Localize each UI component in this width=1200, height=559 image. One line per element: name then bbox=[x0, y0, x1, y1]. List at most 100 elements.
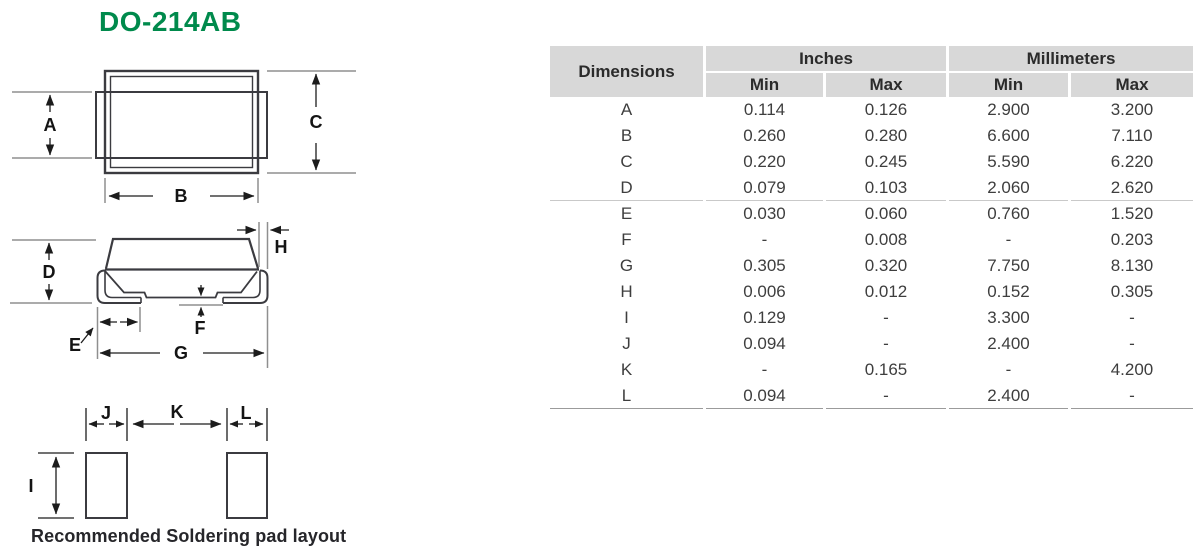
table-cell: 2.060 bbox=[949, 175, 1068, 201]
pad-layout-drawing: J K L I bbox=[28, 402, 268, 519]
table-cell: 0.129 bbox=[743, 308, 786, 327]
table-cell: 2.400 bbox=[949, 383, 1068, 409]
dimension-letter: C bbox=[620, 152, 633, 171]
table-cell: - bbox=[1129, 308, 1135, 327]
dim-label-F: F bbox=[195, 318, 206, 338]
table-cell: - bbox=[761, 360, 768, 379]
table-cell: 2.400 bbox=[987, 334, 1030, 353]
pad-layout-caption: Recommended Soldering pad layout bbox=[31, 526, 347, 546]
table-cell: - bbox=[883, 308, 889, 327]
dim-label-A: A bbox=[44, 115, 57, 135]
table-row: K - 0.165 - 4.200 bbox=[550, 357, 1193, 383]
body-bottom-outline bbox=[104, 270, 258, 299]
solder-pad-left bbox=[85, 452, 128, 519]
dimension-letter: J bbox=[622, 334, 631, 353]
dimension-letter: K bbox=[620, 360, 633, 379]
dimension-letter: D bbox=[550, 175, 703, 201]
table-cell: 0.030 bbox=[743, 204, 786, 223]
table-cell: 6.600 bbox=[987, 126, 1030, 145]
table-cell: 7.750 bbox=[987, 256, 1030, 275]
table-cell: - bbox=[883, 334, 889, 353]
dim-label-J: J bbox=[101, 403, 111, 423]
table-body: A 0.114 0.126 2.900 3.200 B 0.260 0.280 6.600 7.1… bbox=[550, 97, 1193, 409]
table-cell: 0.008 bbox=[864, 230, 908, 249]
dimension-letter: L bbox=[550, 383, 703, 409]
table-cell: 5.590 bbox=[987, 152, 1030, 171]
table-cell: - bbox=[826, 383, 946, 409]
left-lead bbox=[96, 269, 142, 304]
dimension-letter: F bbox=[621, 230, 632, 249]
table-cell: 0.305 bbox=[743, 256, 786, 275]
table-cell: 0.126 bbox=[864, 100, 908, 119]
dimension-letter: B bbox=[620, 126, 633, 145]
dim-label-L: L bbox=[241, 403, 252, 423]
dimension-letter: E bbox=[620, 204, 633, 223]
table-row: L 0.094-2.400- bbox=[550, 383, 1193, 409]
table-cell: 3.200 bbox=[1110, 100, 1154, 119]
table-cell: 0.094 bbox=[706, 383, 823, 409]
dim-label-H: H bbox=[275, 237, 288, 257]
table-cell: 0.760 bbox=[987, 204, 1030, 223]
table-cell: - bbox=[1071, 383, 1193, 409]
dimension-letter: A bbox=[620, 100, 633, 119]
table-cell: 0.012 bbox=[864, 282, 908, 301]
table-cell: 7.110 bbox=[1111, 126, 1153, 145]
package-body-top-view bbox=[103, 69, 260, 175]
table-row: C 0.220 0.245 5.590 6.220 bbox=[550, 149, 1193, 175]
solder-pad-right bbox=[226, 452, 268, 519]
header-inches: Inches bbox=[706, 46, 946, 71]
table-row: D 0.079 0.103 2.060 2.620 bbox=[550, 175, 1193, 201]
dim-label-B: B bbox=[175, 186, 188, 206]
table-cell: 1.520 bbox=[1110, 204, 1154, 223]
table-cell: 0.094 bbox=[743, 334, 786, 353]
table-cell: 0.305 bbox=[1110, 282, 1154, 301]
table-row: E 0.030 0.060 0.760 1.520 bbox=[550, 201, 1193, 227]
table-cell: 0.152 bbox=[987, 282, 1030, 301]
dim-label-K: K bbox=[171, 402, 184, 422]
dim-label-C: C bbox=[310, 112, 323, 132]
table-cell: 3.300 bbox=[987, 308, 1030, 327]
table-cell: 0.165 bbox=[864, 360, 908, 379]
table-row: G 0.305 0.320 7.750 8.130 bbox=[550, 253, 1193, 279]
right-lead bbox=[222, 269, 269, 304]
table-cell: - bbox=[1129, 334, 1135, 353]
dim-label-D: D bbox=[43, 262, 56, 282]
dim-label-I: I bbox=[28, 476, 33, 496]
table-cell: - bbox=[1005, 360, 1012, 379]
header-mm-max: Max bbox=[1071, 73, 1193, 97]
table-cell: 6.220 bbox=[1110, 152, 1154, 171]
table-cell: 0.220 bbox=[743, 152, 786, 171]
table-row: A 0.114 0.126 2.900 3.200 bbox=[550, 97, 1193, 123]
package-title: DO-214AB bbox=[99, 6, 242, 37]
table-cell: 0.060 bbox=[864, 204, 908, 223]
table-row: B 0.260 0.280 6.600 7.110 bbox=[550, 123, 1193, 149]
table-cell: 0.260 bbox=[743, 126, 786, 145]
table-row: H 0.006 0.012 0.152 0.305 bbox=[550, 279, 1193, 305]
top-view-drawing: A C B bbox=[12, 69, 356, 206]
table-cell: 0.280 bbox=[864, 126, 908, 145]
dim-label-G: G bbox=[174, 343, 188, 363]
table-cell: 4.200 bbox=[1110, 360, 1154, 379]
table-row: J 0.094 - 2.400 - bbox=[550, 331, 1193, 357]
dimension-letter: G bbox=[619, 256, 634, 275]
body-top-outline bbox=[104, 237, 260, 269]
table-cell: - bbox=[761, 230, 768, 249]
header-mm-min: Min bbox=[949, 73, 1068, 97]
side-view-drawing: D H F E G bbox=[10, 222, 289, 368]
terminal-tabs bbox=[95, 91, 268, 159]
table-cell: 2.620 bbox=[1071, 175, 1193, 201]
table-row: F - 0.008 - 0.203 bbox=[550, 227, 1193, 253]
table-cell: 0.320 bbox=[864, 256, 908, 275]
dimension-letter: H bbox=[620, 282, 633, 301]
table-cell: 2.900 bbox=[987, 100, 1030, 119]
table-cell: - bbox=[1005, 230, 1012, 249]
package-body-inner-line bbox=[109, 75, 254, 169]
package-drawings: A C B bbox=[10, 69, 356, 519]
header-inches-min: Min bbox=[706, 73, 823, 97]
table-cell: 8.130 bbox=[1110, 256, 1154, 275]
table-cell: 0.114 bbox=[743, 100, 786, 119]
table-cell: 0.079 bbox=[706, 175, 823, 201]
dimensions-table: Dimensions Inches Millimeters Min Max Mi… bbox=[550, 46, 1193, 409]
header-dimensions: Dimensions bbox=[550, 46, 703, 97]
